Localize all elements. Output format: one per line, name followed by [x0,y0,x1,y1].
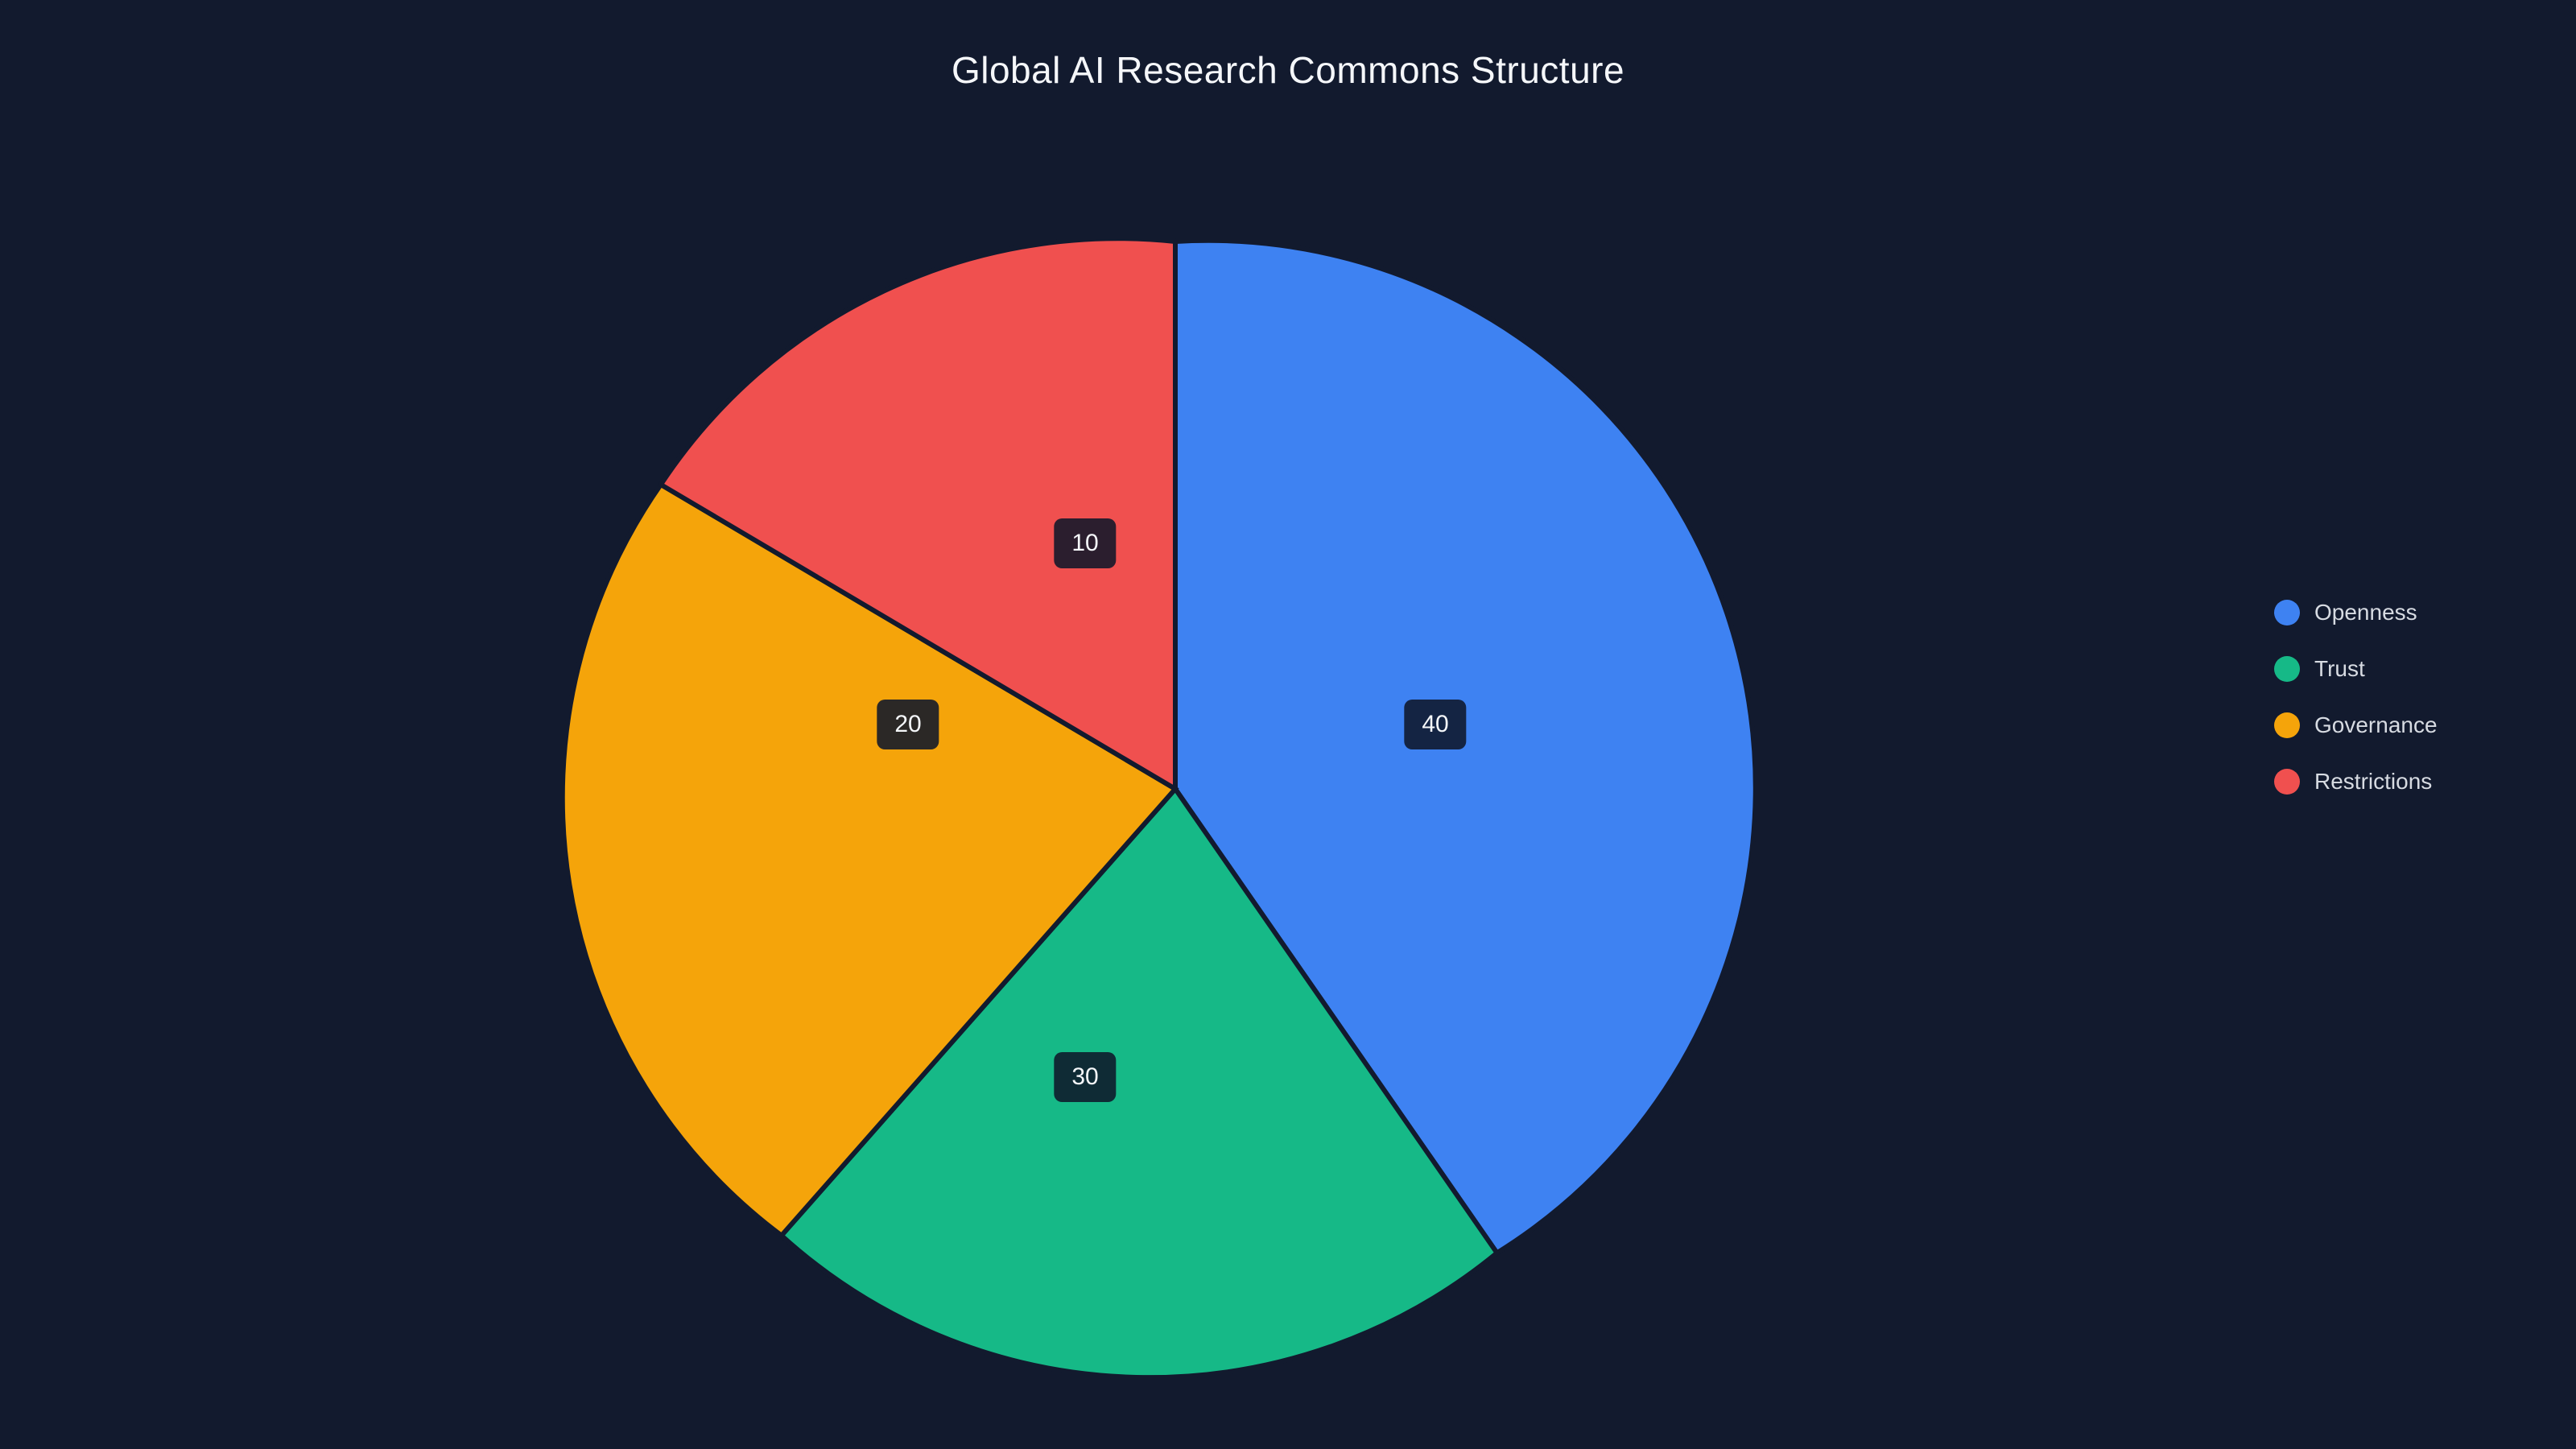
legend-label-restrictions: Restrictions [2314,769,2432,795]
pie-chart-svg [0,0,2576,1449]
legend-swatch-governance [2274,712,2300,738]
legend-label-openness: Openness [2314,600,2417,625]
legend-swatch-openness [2274,600,2300,625]
legend-label-governance: Governance [2314,712,2438,738]
pie-slices-group [563,238,1756,1377]
chart-legend: Openness Trust Governance Restrictions [2274,600,2438,795]
legend-swatch-restrictions [2274,769,2300,795]
legend-label-trust: Trust [2314,656,2365,682]
legend-item-trust[interactable]: Trust [2274,656,2438,682]
legend-swatch-trust [2274,656,2300,682]
pie-chart-area: 40 30 20 10 [0,0,2576,1449]
legend-item-restrictions[interactable]: Restrictions [2274,769,2438,795]
legend-item-openness[interactable]: Openness [2274,600,2438,625]
pie-chart-page: Global AI Research Commons Structure 40 … [0,0,2576,1449]
legend-item-governance[interactable]: Governance [2274,712,2438,738]
